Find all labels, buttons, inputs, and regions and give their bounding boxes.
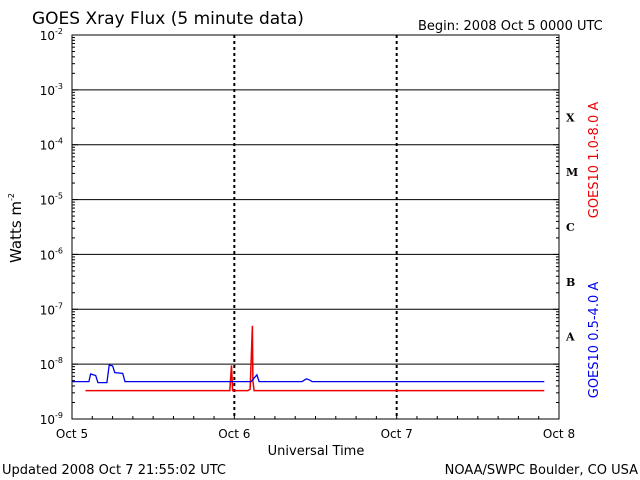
y-tick-label: 10-9 bbox=[40, 411, 63, 427]
y-tick-label: 10-8 bbox=[40, 356, 63, 372]
flare-class-a: A bbox=[565, 331, 575, 344]
flare-class-m: M bbox=[566, 166, 578, 179]
y-tick-base: 10 bbox=[40, 194, 55, 208]
y-tick-exponent: -9 bbox=[55, 411, 63, 420]
y-tick-label: 10-7 bbox=[40, 301, 63, 317]
x-tick-label: Oct 8 bbox=[543, 427, 575, 441]
y-tick-base: 10 bbox=[40, 29, 55, 43]
chart-title: GOES Xray Flux (5 minute data) bbox=[32, 9, 304, 29]
y-tick-base: 10 bbox=[40, 358, 55, 372]
y-tick-label: 10-2 bbox=[40, 27, 63, 43]
flare-class-c: C bbox=[566, 221, 575, 234]
data-series bbox=[72, 325, 545, 392]
flare-class-x: X bbox=[566, 111, 575, 124]
y-axis-ticks: 10-910-810-710-610-510-410-310-2 bbox=[40, 27, 559, 427]
source-credit: NOAA/SWPC Boulder, CO USA bbox=[445, 463, 638, 478]
y-tick-label: 10-4 bbox=[40, 137, 63, 153]
series-line-long bbox=[85, 325, 545, 392]
y-tick-exponent: -4 bbox=[55, 137, 63, 146]
y-tick-label: 10-6 bbox=[40, 246, 63, 262]
x-axis-ticks: Oct 5 Oct 6 Oct 7 Oct 8 bbox=[56, 413, 575, 441]
updated-timestamp: Updated 2008 Oct 7 21:55:02 UTC bbox=[2, 463, 226, 478]
plot-frame bbox=[71, 34, 560, 420]
x-axis-label: Universal Time bbox=[268, 444, 365, 459]
y-tick-exponent: -2 bbox=[55, 27, 63, 36]
grid bbox=[72, 35, 559, 419]
y-axis-label-text: Watts m bbox=[7, 201, 25, 263]
y-tick-exponent: -6 bbox=[55, 246, 63, 255]
x-tick-label: Oct 6 bbox=[218, 427, 250, 441]
y-tick-exponent: -5 bbox=[55, 192, 63, 201]
y-tick-base: 10 bbox=[40, 248, 55, 262]
flare-class-b: B bbox=[566, 276, 575, 289]
y-tick-base: 10 bbox=[40, 413, 55, 427]
series-label-short: GOES10 0.5-4.0 A bbox=[587, 282, 602, 399]
y-tick-base: 10 bbox=[40, 84, 55, 98]
y-tick-base: 10 bbox=[40, 139, 55, 153]
y-tick-label: 10-5 bbox=[40, 192, 63, 208]
series-label-long: GOES10 1.0-8.0 A bbox=[587, 102, 602, 219]
x-tick-label: Oct 5 bbox=[56, 427, 88, 441]
series-line-short bbox=[72, 364, 545, 384]
x-tick-label: Oct 7 bbox=[381, 427, 413, 441]
y-tick-exponent: -7 bbox=[55, 301, 63, 310]
y-tick-base: 10 bbox=[40, 303, 55, 317]
flare-class-labels: A B C M X bbox=[565, 111, 578, 343]
y-axis-label-exponent: -2 bbox=[7, 193, 16, 201]
y-axis-label: Watts m-2 bbox=[7, 193, 25, 263]
begin-timestamp: Begin: 2008 Oct 5 0000 UTC bbox=[418, 19, 603, 34]
y-tick-label: 10-3 bbox=[40, 82, 63, 98]
y-tick-exponent: -3 bbox=[55, 82, 63, 91]
y-tick-exponent: -8 bbox=[55, 356, 63, 365]
